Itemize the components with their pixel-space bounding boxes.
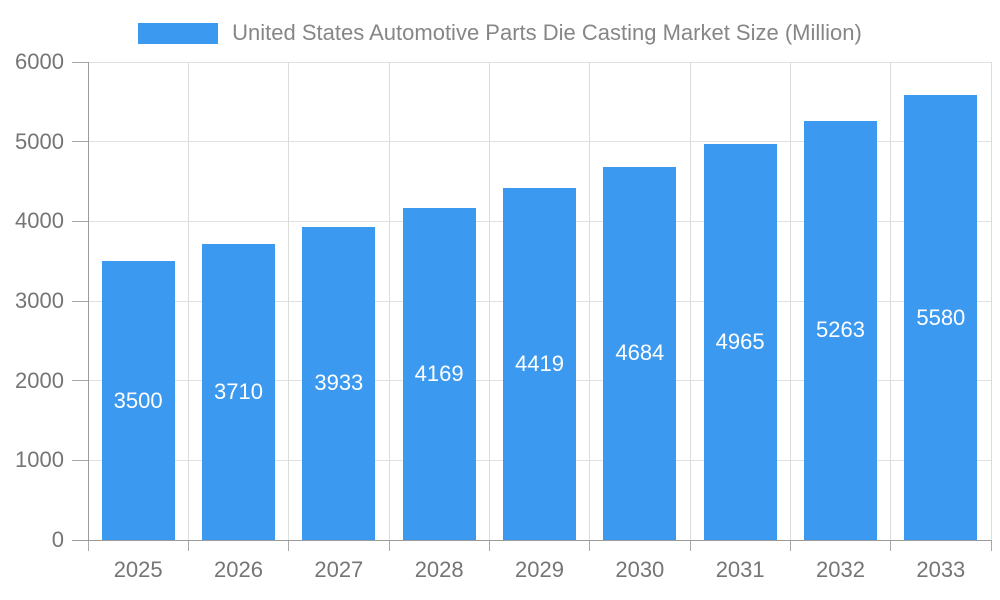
bar: 5263: [803, 120, 878, 540]
bar: 4169: [402, 207, 476, 540]
bar-value-label: 5263: [816, 317, 865, 343]
x-tick-label: 2027: [314, 557, 364, 582]
bar: 4965: [703, 144, 777, 540]
y-tick: [72, 300, 88, 302]
bar-value-label: 4684: [615, 340, 665, 366]
y-tick: [72, 459, 88, 461]
y-tick: [72, 141, 88, 143]
x-tick-label: 2030: [615, 557, 665, 582]
x-tick: [589, 540, 591, 551]
legend-swatch-icon: [138, 22, 219, 44]
x-gridline: [488, 62, 490, 540]
x-axis-line: [72, 539, 991, 541]
y-gridline: [88, 141, 991, 143]
bar-value-label: 4419: [515, 350, 564, 376]
x-tick: [87, 540, 89, 551]
x-tick-label: 2026: [214, 557, 263, 582]
bar-value-label: 4169: [414, 360, 464, 386]
x-tick: [789, 540, 791, 551]
y-tick-label: 4000: [15, 208, 64, 234]
x-tick-label: 2032: [816, 557, 865, 582]
bar: 3500: [101, 261, 175, 540]
x-gridline: [288, 62, 290, 540]
x-gridline: [890, 62, 892, 540]
bar-value-label: 3933: [314, 370, 364, 396]
y-axis-line: [87, 62, 89, 540]
bar-value-label: 3500: [113, 387, 163, 413]
x-tick: [990, 540, 992, 551]
y-tick-label: 3000: [15, 288, 64, 313]
x-gridline: [990, 62, 992, 540]
x-gridline: [187, 62, 189, 540]
y-tick: [72, 220, 88, 222]
x-tick: [388, 540, 390, 551]
x-tick: [488, 540, 490, 551]
y-tick: [72, 380, 88, 382]
x-tick: [890, 540, 892, 551]
y-tick-label: 6000: [15, 49, 64, 74]
y-gridline: [88, 61, 991, 63]
bar: 4419: [502, 187, 577, 540]
x-gridline: [689, 62, 691, 540]
bar-value-label: 4965: [715, 329, 765, 355]
bar-value-label: 5580: [916, 304, 966, 330]
y-tick-label: 5000: [15, 128, 64, 154]
y-tick: [72, 61, 88, 63]
bar: 3933: [302, 226, 376, 540]
x-tick: [187, 540, 189, 551]
bar: 5580: [904, 95, 978, 540]
x-gridline: [789, 62, 791, 540]
x-gridline: [589, 62, 591, 540]
x-tick-label: 2031: [715, 557, 765, 582]
x-tick-label: 2025: [113, 557, 163, 582]
y-tick-label: 0: [51, 527, 64, 552]
bar-value-label: 3710: [214, 379, 263, 405]
bar: 3710: [201, 244, 276, 540]
y-tick-label: 2000: [15, 367, 64, 393]
legend: United States Automotive Parts Die Casti…: [0, 20, 1000, 46]
x-tick-label: 2029: [515, 557, 564, 582]
x-tick-label: 2028: [414, 557, 464, 582]
x-tick: [689, 540, 691, 551]
bar: 4684: [603, 166, 677, 540]
x-tick-label: 2033: [916, 557, 966, 582]
x-gridline: [388, 62, 390, 540]
x-tick: [288, 540, 290, 551]
chart-title: United States Automotive Parts Die Casti…: [232, 20, 862, 45]
y-tick-label: 1000: [15, 447, 64, 473]
